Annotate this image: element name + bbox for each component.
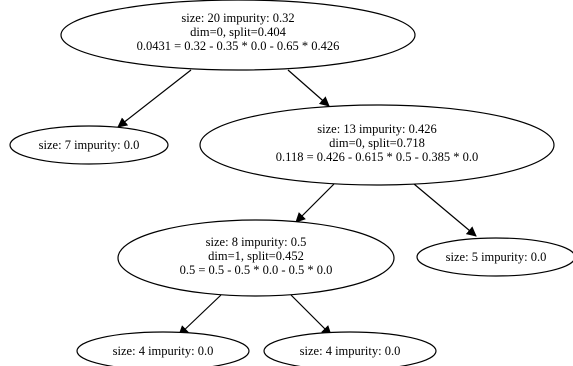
node-ellipse [117, 219, 395, 297]
edges [117, 69, 477, 336]
tree-node-right-leaf: size: 5 impurity: 0.0 [416, 237, 573, 277]
node-gain-formula: 0.5 = 0.5 - 0.5 * 0.0 - 0.5 * 0.0 [180, 263, 333, 277]
node-ellipse [416, 237, 573, 277]
tree-node-bottom-left-leaf: size: 4 impurity: 0.0 [76, 331, 250, 366]
node-ellipse [76, 331, 250, 366]
node-size-impurity-label: size: 7 impurity: 0.0 [39, 138, 140, 152]
tree-node-root: size: 20 impurity: 0.32 dim=0, split=0.4… [60, 0, 416, 71]
edge-mid-node-to-bottom-left-leaf [178, 294, 222, 336]
edge-right-node-to-right-leaf [413, 183, 477, 237]
edge-mid-node-to-bottom-right-leaf [290, 294, 332, 336]
node-ellipse [263, 331, 437, 366]
node-ellipse [60, 0, 416, 71]
node-size-impurity-label: size: 20 impurity: 0.32 [181, 11, 294, 25]
node-ellipse [9, 125, 169, 165]
node-size-impurity-label: size: 13 impurity: 0.426 [317, 122, 436, 136]
node-size-impurity-label: size: 5 impurity: 0.0 [446, 250, 547, 264]
edge-right-node-to-mid-node [295, 183, 335, 223]
node-split-label: dim=1, split=0.452 [208, 249, 304, 263]
node-size-impurity-label: size: 4 impurity: 0.0 [113, 344, 214, 358]
tree-node-right: size: 13 impurity: 0.426 dim=0, split=0.… [199, 104, 555, 186]
tree-node-left-leaf: size: 7 impurity: 0.0 [9, 125, 169, 165]
node-gain-formula: 0.118 = 0.426 - 0.615 * 0.5 - 0.385 * 0.… [276, 150, 478, 164]
node-split-label: dim=0, split=0.404 [190, 25, 286, 39]
edge-root-to-right-node [287, 69, 330, 107]
node-split-label: dim=0, split=0.718 [329, 136, 425, 150]
node-size-impurity-label: size: 8 impurity: 0.5 [206, 235, 307, 249]
node-gain-formula: 0.0431 = 0.32 - 0.35 * 0.0 - 0.65 * 0.42… [137, 39, 340, 53]
node-size-impurity-label: size: 4 impurity: 0.0 [300, 344, 401, 358]
tree-node-mid: size: 8 impurity: 0.5 dim=1, split=0.452… [117, 219, 395, 297]
tree-node-bottom-right-leaf: size: 4 impurity: 0.0 [263, 331, 437, 366]
node-ellipse [199, 104, 555, 186]
edge-root-to-left-leaf [117, 69, 192, 128]
